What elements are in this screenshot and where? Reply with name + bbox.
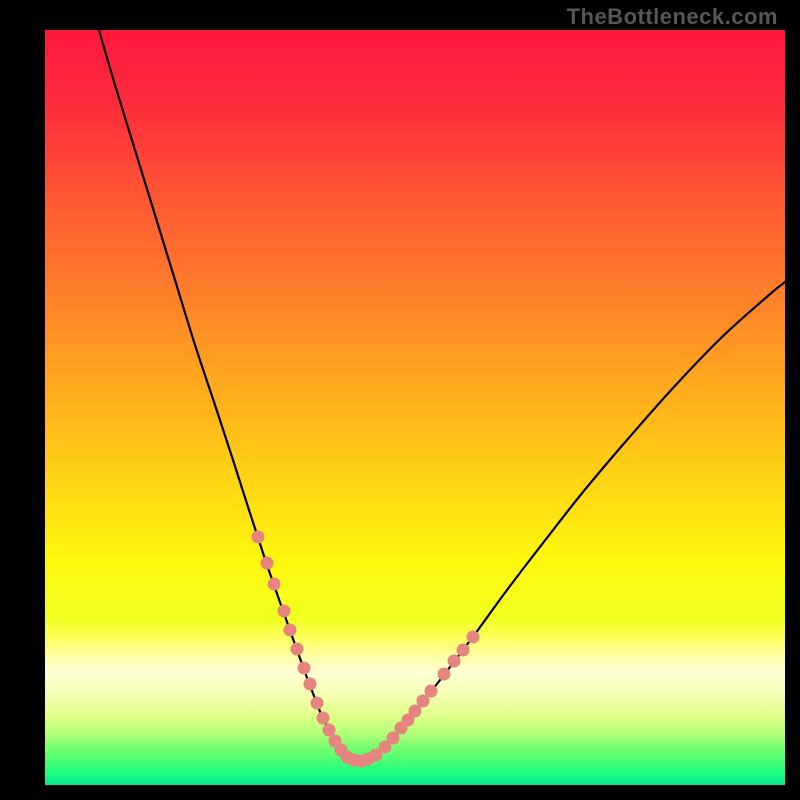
- data-marker: [425, 685, 438, 698]
- data-marker: [438, 668, 451, 681]
- data-marker: [252, 531, 265, 544]
- data-marker: [261, 557, 274, 570]
- data-marker: [317, 712, 330, 725]
- data-marker: [467, 631, 480, 644]
- gradient-background: [45, 30, 785, 785]
- chart-canvas: TheBottleneck.com: [0, 0, 800, 800]
- data-marker: [448, 655, 461, 668]
- plot-area: [45, 30, 785, 785]
- data-marker: [323, 724, 336, 737]
- data-marker: [291, 643, 304, 656]
- watermark-text: TheBottleneck.com: [567, 4, 778, 30]
- data-marker: [298, 662, 311, 675]
- data-marker: [304, 678, 317, 691]
- data-marker: [311, 697, 324, 710]
- data-marker: [284, 624, 297, 637]
- data-marker: [268, 578, 281, 591]
- data-marker: [278, 605, 291, 618]
- data-marker: [457, 644, 470, 657]
- plot-svg: [45, 30, 785, 785]
